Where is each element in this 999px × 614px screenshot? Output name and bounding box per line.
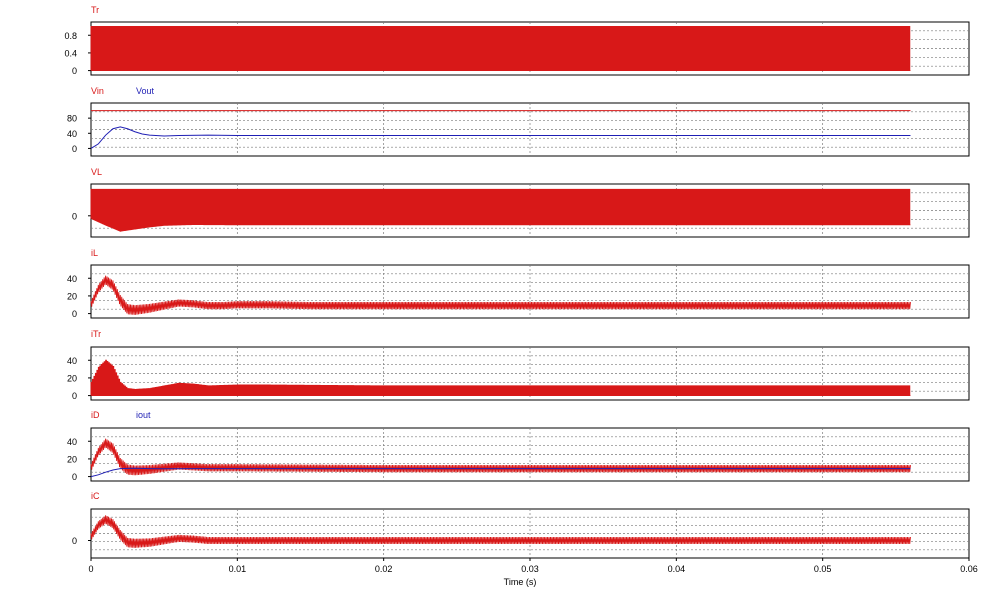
x-tick-label: 0.04 (668, 564, 686, 574)
panel-vl: 0 VL (72, 167, 970, 238)
series-label-vin: Vin (91, 86, 104, 96)
series-iout (90, 467, 911, 478)
series-label-vl: VL (91, 167, 102, 177)
y-tick-label: 40 (67, 356, 77, 366)
series-label-itr: iTr (91, 329, 101, 339)
x-tick-label: 0.03 (521, 564, 539, 574)
y-tick-label: 0 (72, 472, 77, 482)
series-vl (90, 188, 911, 232)
y-tick-label: 20 (67, 454, 77, 464)
y-tick-label: 20 (67, 291, 77, 301)
x-tick-label: 0.06 (960, 564, 978, 574)
y-tick-label: 40 (67, 274, 77, 284)
panel-vin-vout: 0 40 80 Vin Vout (67, 86, 970, 157)
series-label-iout: iout (136, 410, 151, 420)
series-label-vout: Vout (136, 86, 155, 96)
y-tick-label: 0 (72, 309, 77, 319)
panel-il: 0 20 40 iL (67, 248, 970, 319)
y-tick-label: 0 (72, 66, 77, 76)
x-axis: 0 0.01 0.02 0.03 0.04 0.05 0.06 Time (s) (88, 558, 978, 587)
series-label-ic: iC (91, 491, 100, 501)
x-tick-label: 0 (88, 564, 93, 574)
x-tick-label: 0.05 (814, 564, 832, 574)
series-label-id: iD (91, 410, 100, 420)
y-tick-label: 0 (72, 391, 77, 401)
y-tick-label: 40 (67, 129, 77, 139)
x-tick-label: 0.02 (375, 564, 393, 574)
series-label-tr: Tr (91, 5, 99, 15)
panel-ic: 0 iC (72, 491, 970, 559)
y-tick-label: 0 (72, 536, 77, 546)
panel-itr: 0 20 40 iTr (67, 329, 970, 401)
panel-id-iout: 0 20 40 iD iout (67, 410, 970, 482)
series-tr (90, 25, 911, 72)
series-label-il: iL (91, 248, 98, 258)
y-tick-label: 0.8 (64, 31, 77, 41)
y-tick-label: 0 (72, 211, 77, 221)
y-tick-label: 80 (67, 114, 77, 124)
y-tick-label: 0 (72, 144, 77, 154)
y-tick-label: 20 (67, 373, 77, 383)
y-tick-label: 0.4 (64, 48, 77, 58)
x-tick-label: 0.01 (229, 564, 247, 574)
x-axis-label: Time (s) (504, 577, 537, 587)
series-itr (90, 359, 911, 397)
series-ic (90, 515, 911, 548)
series-vout (90, 126, 911, 149)
y-tick-label: 40 (67, 437, 77, 447)
series-il (90, 275, 911, 315)
panel-tr: 0 0.4 0.8 Tr (64, 5, 970, 76)
